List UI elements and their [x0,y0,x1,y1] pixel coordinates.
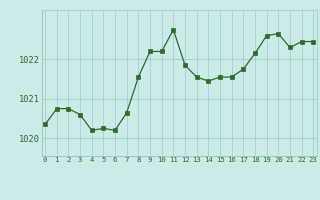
Text: Graphe pression niveau de la mer (hPa): Graphe pression niveau de la mer (hPa) [41,183,279,193]
